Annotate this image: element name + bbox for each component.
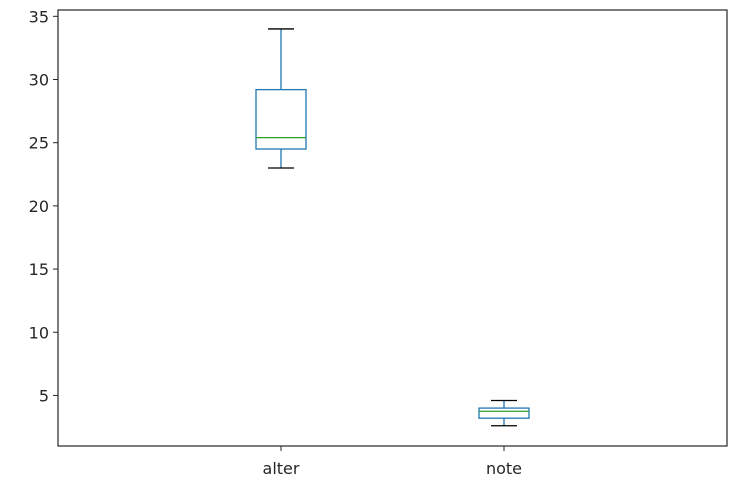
box-note (478, 399, 530, 427)
boxes-group (255, 28, 530, 427)
x-tick-label: note (486, 459, 522, 478)
x-axis: alter note (263, 446, 522, 478)
x-tick-label: alter (263, 459, 300, 478)
y-tick-label: 25 (29, 134, 49, 153)
y-tick-label: 20 (29, 197, 49, 216)
y-tick-label: 10 (29, 323, 49, 342)
plot-frame (57, 9, 728, 447)
y-axis: 5 10 15 20 25 30 35 (29, 7, 58, 405)
box-iqr (255, 88, 307, 150)
box-alter (255, 28, 307, 169)
y-tick-label: 35 (29, 7, 49, 26)
y-tick-label: 30 (29, 71, 49, 90)
y-tick-label: 15 (29, 260, 49, 279)
box-iqr (478, 407, 530, 419)
y-tick-label: 5 (39, 386, 49, 405)
